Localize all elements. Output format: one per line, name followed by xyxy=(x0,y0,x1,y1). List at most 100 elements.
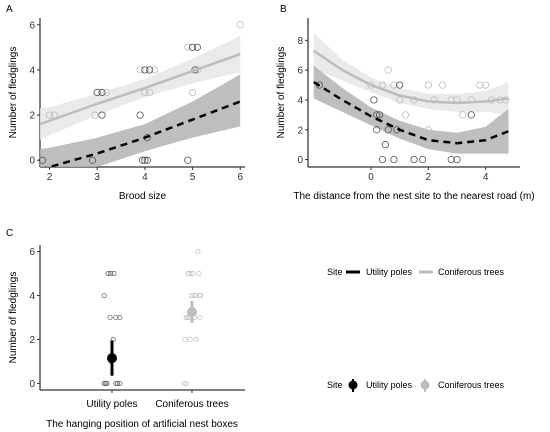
data-point-coniferous xyxy=(150,66,159,74)
data-point-coniferous xyxy=(459,111,467,119)
data-point-coniferous xyxy=(196,271,202,277)
fit-line-utility xyxy=(313,81,509,145)
y-tick-label: 2 xyxy=(29,111,35,122)
x-axis-title: Brood size xyxy=(119,191,167,202)
ci-ribbon-coniferous xyxy=(40,36,241,140)
data-point-utility xyxy=(114,380,121,386)
data-point-utility xyxy=(447,155,455,164)
data-point-utility xyxy=(384,126,392,134)
y-axis-title: Number of fledglings xyxy=(276,47,287,139)
data-point-coniferous xyxy=(182,336,188,343)
data-point-coniferous xyxy=(103,88,111,97)
data-point-utility xyxy=(193,43,201,51)
data-point-utility xyxy=(376,111,384,119)
data-point-utility xyxy=(141,66,149,74)
panel-a-plot: 2 3 4 5 6 0 2 4 6 Brood size Number of fledglings xyxy=(8,18,245,202)
x-axis-title: The distance from the nest site to the n… xyxy=(293,191,534,202)
y-tick-label: 4 xyxy=(29,291,35,302)
data-point-coniferous xyxy=(424,81,432,89)
data-point-utility xyxy=(111,271,117,277)
data-point-utility xyxy=(117,380,123,386)
data-point-coniferous xyxy=(45,111,54,119)
data-point-utility xyxy=(396,81,404,89)
data-point-utility xyxy=(184,156,192,164)
data-point-coniferous xyxy=(188,88,197,97)
data-point-utility xyxy=(93,88,101,97)
data-point-utility xyxy=(113,314,119,321)
data-point-utility xyxy=(88,156,97,164)
data-point-utility xyxy=(467,111,475,119)
data-point-coniferous xyxy=(183,380,189,386)
line-legend-coniferous-label: Coniferous trees xyxy=(438,267,505,277)
data-point-utility xyxy=(378,155,387,164)
data-point-coniferous xyxy=(198,292,204,299)
x-category-label: Coniferous trees xyxy=(155,399,228,410)
data-point-coniferous xyxy=(91,111,99,119)
data-point-coniferous xyxy=(197,314,203,321)
line-legend-title: Site xyxy=(327,267,343,277)
y-tick-label: 8 xyxy=(297,36,303,47)
data-point-utility xyxy=(105,271,111,277)
data-point-coniferous xyxy=(187,336,193,343)
y-tick-label: 6 xyxy=(297,66,303,77)
data-point-coniferous xyxy=(146,88,154,97)
line-legend-utility-label: Utility poles xyxy=(366,267,413,277)
point-legend-title: Site xyxy=(327,380,343,390)
data-point-utility xyxy=(138,156,147,164)
data-point-utility xyxy=(108,271,114,277)
data-point-coniferous xyxy=(476,81,484,89)
y-axis-title: Number of fledglings xyxy=(8,47,19,139)
point-legend: Site Utility poles Coniferous trees xyxy=(327,379,505,392)
y-tick-label: 6 xyxy=(29,20,35,31)
data-point-utility xyxy=(453,155,461,164)
mean-point-utility xyxy=(107,353,117,364)
panel-letter-c: C xyxy=(6,228,13,239)
data-point-coniferous xyxy=(430,96,438,104)
x-tick-label: 2 xyxy=(47,172,53,183)
panel-b-plot: 0 2 4 0 2 4 6 8 The distance from the nest site … xyxy=(276,18,535,202)
data-point-utility xyxy=(117,314,123,321)
data-point-coniferous xyxy=(384,66,392,74)
data-point-utility xyxy=(38,156,46,164)
legend-point-coniferous xyxy=(420,380,430,390)
data-point-utility xyxy=(381,141,389,149)
x-tick-label: 5 xyxy=(190,172,196,183)
data-point-utility xyxy=(143,156,151,164)
data-point-utility xyxy=(136,111,144,119)
data-point-utility xyxy=(370,96,378,104)
y-tick-label: 6 xyxy=(29,247,35,258)
y-tick-label: 4 xyxy=(297,95,303,106)
x-axis-title: The hanging position of artificial nest … xyxy=(46,419,238,430)
ci-ribbon-coniferous xyxy=(313,32,509,115)
data-point-utility xyxy=(373,126,381,134)
data-point-utility xyxy=(104,380,110,386)
data-point-coniferous xyxy=(482,81,490,89)
data-point-coniferous xyxy=(453,141,461,149)
data-point-coniferous xyxy=(439,81,447,89)
data-point-utility xyxy=(146,66,154,74)
data-point-coniferous xyxy=(195,249,201,255)
y-tick-label: 0 xyxy=(297,155,303,166)
data-point-utility xyxy=(188,43,197,51)
data-point-utility xyxy=(98,111,106,119)
data-point-coniferous xyxy=(184,43,192,51)
y-tick-label: 0 xyxy=(29,156,35,167)
data-point-utility xyxy=(113,380,119,386)
x-category-label: Utility poles xyxy=(86,399,137,410)
y-tick-label: 2 xyxy=(29,335,35,346)
data-point-coniferous xyxy=(187,271,193,277)
data-point-coniferous xyxy=(390,81,398,89)
data-point-coniferous xyxy=(424,126,432,134)
panel-letter-b: B xyxy=(280,4,287,15)
x-tick-label: 2 xyxy=(426,172,432,183)
x-tick-label: 0 xyxy=(368,172,374,183)
data-point-coniferous xyxy=(190,271,196,277)
x-tick-label: 4 xyxy=(142,172,148,183)
data-point-coniferous xyxy=(188,292,194,299)
data-point-utility xyxy=(98,88,106,97)
y-tick-label: 4 xyxy=(29,65,35,76)
legend-point-utility xyxy=(348,380,358,390)
data-point-coniferous xyxy=(191,292,197,299)
panel-letter-a: A xyxy=(6,4,13,15)
